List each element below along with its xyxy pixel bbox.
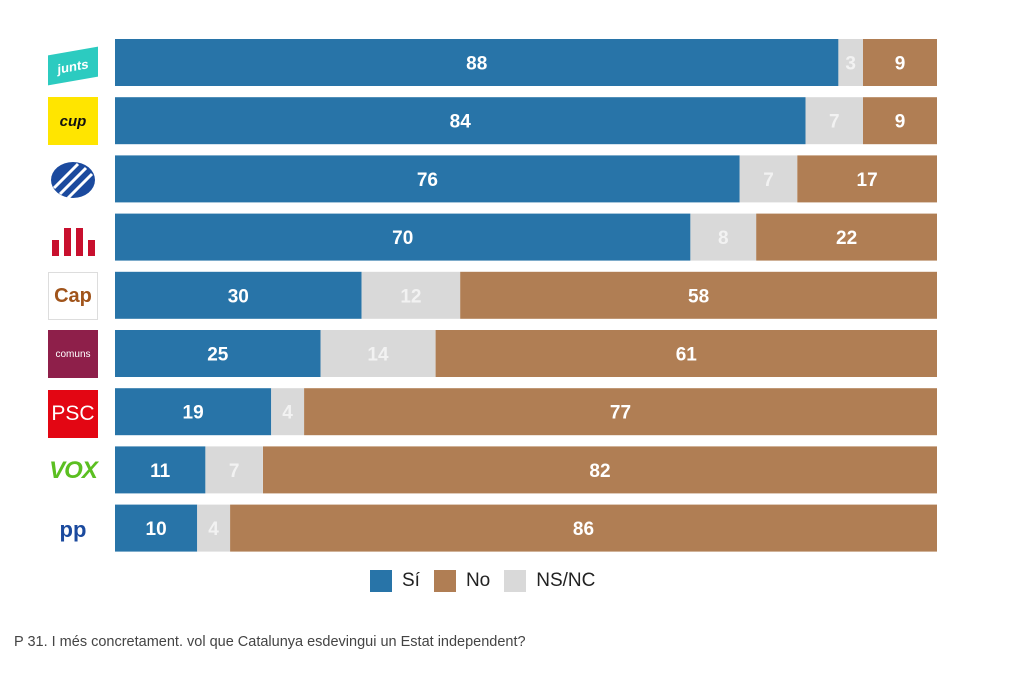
data-label-cup-0: 84 [450, 112, 472, 133]
vox-logo: VOX [49, 457, 98, 484]
data-label-comuns-0: 25 [207, 345, 229, 366]
bar-segment-pdecat-0 [115, 155, 740, 203]
legend-item-si: Sí [370, 570, 420, 592]
bar-segment-cup-0 [115, 97, 806, 145]
cap-logo: Cap [48, 272, 98, 320]
bar-segment-junts-0 [115, 39, 839, 86]
data-label-junts-0: 88 [466, 54, 487, 75]
pdecat-logo-icon [48, 156, 98, 204]
legend-item-no: No [433, 570, 491, 592]
bar-segment-psc-0 [115, 388, 272, 436]
legend-label-si: Sí [402, 570, 420, 591]
bar-segment-comuns-1 [320, 330, 436, 377]
cup-logo: cup [48, 97, 98, 145]
data-label-pp-0: 10 [146, 519, 167, 540]
bar-segment-pp-0 [115, 504, 198, 552]
bar-segment-pdecat-2 [797, 155, 937, 203]
data-label-cap-1: 12 [400, 286, 421, 307]
data-label-vox-2: 82 [589, 461, 610, 482]
chart-legend: Sí No NS/NC [370, 570, 609, 592]
data-label-junts-2: 9 [895, 54, 906, 75]
legend-swatch-no [433, 570, 456, 592]
data-label-cup-2: 9 [895, 112, 906, 133]
data-label-vox-0: 11 [150, 461, 171, 482]
bar-segment-cap-0 [115, 271, 362, 319]
data-label-comuns-1: 14 [367, 345, 389, 366]
data-label-cup-1: 7 [829, 112, 840, 133]
bar-segment-erc-1 [690, 213, 757, 261]
bar-segment-cup-1 [805, 97, 863, 145]
legend-swatch-si [370, 570, 392, 592]
legend-label-no: No [465, 570, 491, 591]
data-label-cap-0: 30 [228, 286, 249, 307]
data-label-vox-1: 7 [229, 461, 240, 482]
bar-segment-cap-1 [361, 271, 461, 319]
data-label-pp-2: 86 [573, 519, 594, 540]
comuns-logo: comuns [48, 330, 98, 378]
legend-item-nsnc: NS/NC [504, 570, 595, 592]
data-label-pdecat-0: 76 [417, 170, 438, 191]
data-label-comuns-2: 61 [676, 345, 698, 366]
bar-segment-erc-0 [115, 213, 691, 261]
bar-segment-vox-0 [115, 446, 206, 494]
bar-segment-cup-2 [863, 97, 937, 145]
data-label-psc-2: 77 [610, 403, 631, 424]
data-label-erc-2: 22 [836, 228, 857, 249]
bar-segment-psc-2 [304, 388, 938, 436]
bar-segment-pdecat-1 [739, 155, 798, 203]
bar-segment-pp-2 [230, 504, 938, 552]
data-label-erc-1: 8 [718, 228, 729, 249]
bar-segment-vox-1 [205, 446, 263, 494]
bar-segment-vox-2 [263, 446, 937, 494]
stacked-bar-chart: 88 3 9 84 7 9 76 7 17 70 8 22 30 12 58 25 14 61 19 4 77 11 7 82… [115, 39, 938, 552]
data-label-pdecat-1: 7 [763, 170, 774, 191]
legend-label-nsnc: NS/NC [536, 570, 596, 591]
bar-segment-junts-2 [863, 39, 937, 86]
psc-logo: PSC [48, 390, 98, 438]
bar-segment-cap-2 [460, 271, 937, 319]
data-label-cap-2: 58 [688, 286, 709, 307]
bar-segment-comuns-2 [435, 330, 937, 377]
bar-segment-erc-2 [756, 213, 937, 261]
data-label-psc-1: 4 [282, 403, 293, 424]
bar-segment-psc-1 [271, 388, 305, 436]
footnote-question: P 31. I més concretament. vol que Catalu… [14, 634, 526, 650]
legend-swatch-nsnc [504, 570, 527, 592]
data-label-pp-1: 4 [208, 519, 219, 540]
bar-segment-pp-1 [197, 504, 231, 552]
data-label-erc-0: 70 [392, 228, 413, 249]
data-label-pdecat-2: 17 [857, 170, 878, 191]
erc-logo-icon [48, 214, 98, 262]
pp-logo: pp [59, 517, 87, 542]
data-label-psc-0: 19 [183, 403, 204, 424]
data-label-junts-1: 3 [845, 54, 856, 75]
bar-segment-comuns-0 [115, 330, 321, 377]
bar-segment-junts-1 [838, 39, 864, 86]
